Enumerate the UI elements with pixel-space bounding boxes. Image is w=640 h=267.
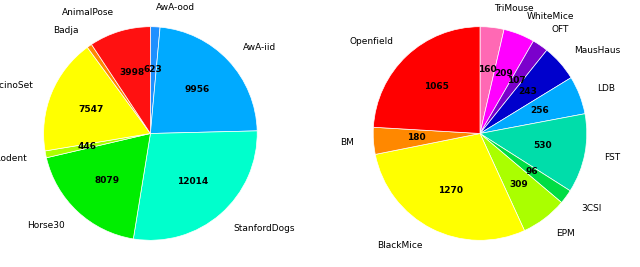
Text: LDB: LDB [598,84,616,93]
Text: 12014: 12014 [177,177,208,186]
Wedge shape [373,127,480,154]
Wedge shape [480,134,570,202]
Text: 309: 309 [509,180,528,189]
Wedge shape [92,27,150,134]
Text: 530: 530 [534,141,552,150]
Text: 256: 256 [531,106,549,115]
Wedge shape [373,27,480,134]
Text: 209: 209 [494,69,513,78]
Text: AwA-ood: AwA-ood [156,3,195,12]
Wedge shape [375,134,524,240]
Text: EPM: EPM [556,229,575,238]
Text: TriMouse: TriMouse [494,4,534,13]
Text: 1065: 1065 [424,83,449,91]
Text: 1270: 1270 [438,186,463,195]
Wedge shape [133,131,257,240]
Text: 107: 107 [507,76,525,85]
Wedge shape [46,134,150,239]
Wedge shape [87,44,150,134]
Text: FST: FST [604,153,620,162]
Wedge shape [480,134,561,231]
Text: Badja: Badja [53,26,79,34]
Text: 446: 446 [78,142,97,151]
Text: WhiteMice: WhiteMice [526,12,573,21]
Text: MausHaus: MausHaus [575,46,621,55]
Text: 623: 623 [144,65,163,74]
Text: 96: 96 [525,167,538,176]
Text: OFT: OFT [551,25,568,34]
Text: 3CSI: 3CSI [582,204,602,213]
Wedge shape [44,47,150,151]
Text: BlackMice: BlackMice [377,241,422,250]
Text: 180: 180 [407,134,426,142]
Wedge shape [480,78,585,134]
Text: 160: 160 [478,65,497,74]
Text: 3998: 3998 [119,68,145,77]
Wedge shape [150,27,160,134]
Wedge shape [150,27,257,134]
Text: AwA-iid: AwA-iid [243,43,276,52]
Text: 243: 243 [518,87,538,96]
Text: Horse30: Horse30 [27,221,65,230]
Text: 7547: 7547 [78,105,104,114]
Wedge shape [480,114,587,191]
Text: 9956: 9956 [184,85,210,94]
Wedge shape [480,29,533,134]
Text: AcinoSet: AcinoSet [0,81,34,90]
Wedge shape [480,27,504,134]
Text: AnimalPose: AnimalPose [62,8,114,17]
Text: 8079: 8079 [94,176,119,185]
Text: StanfordDogs: StanfordDogs [233,224,295,233]
Wedge shape [45,134,150,158]
Wedge shape [480,41,547,134]
Text: BM: BM [340,138,355,147]
Wedge shape [480,50,571,134]
Text: Openfield: Openfield [349,37,394,46]
Text: iRodent: iRodent [0,154,27,163]
